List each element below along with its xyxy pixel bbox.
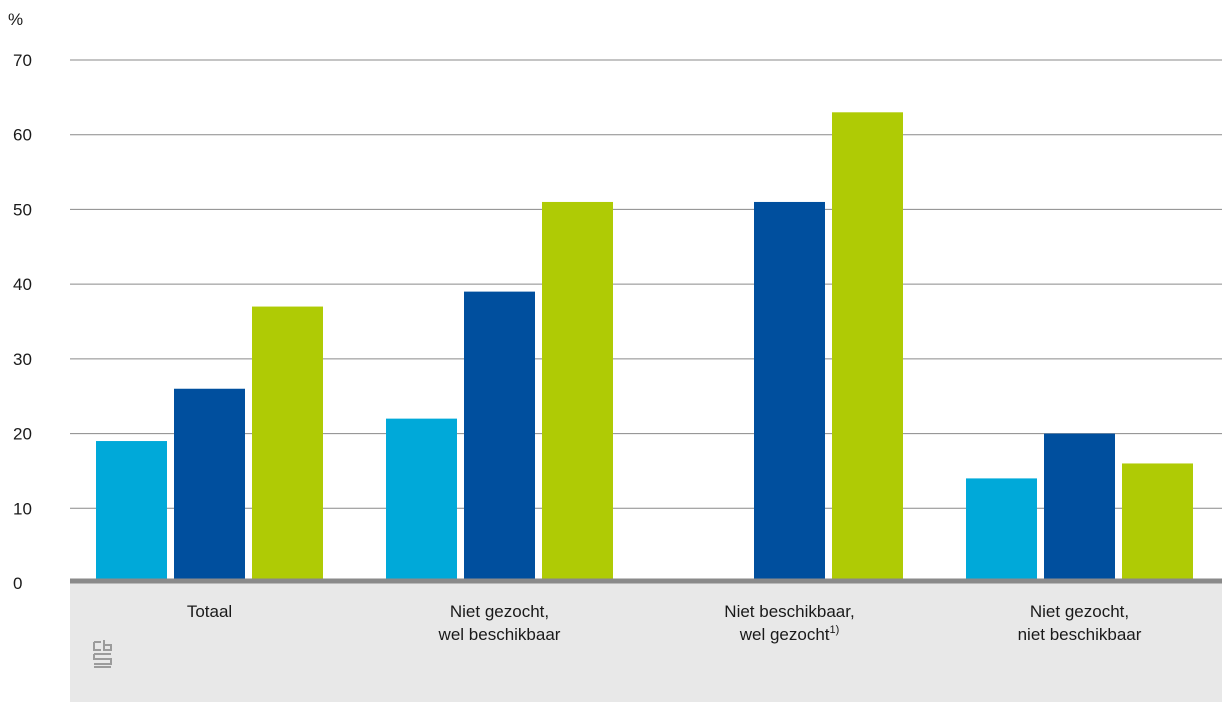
category-label-line: Niet gezocht, [1030,602,1129,621]
category-label: Totaal [187,602,232,621]
y-tick-label: 60 [13,126,32,145]
y-tick-label: 40 [13,275,32,294]
logo-mark [93,653,112,668]
cbs-logo-icon [93,640,112,668]
bar [174,388,245,583]
bar [464,291,535,583]
bar [252,306,323,583]
category-label: wel beschikbaar [438,625,561,644]
logo-mark [93,640,112,651]
category-label-line: niet beschikbaar [1018,625,1142,644]
bar [96,441,167,583]
category-label-line: Niet gezocht, [450,602,549,621]
category-label-line: Niet beschikbaar, [724,602,854,621]
footnote-marker: 1) [830,624,840,636]
category-label: Niet gezocht, [450,602,549,621]
bar [832,112,903,584]
bar [1122,463,1193,583]
category-label: Niet gezocht, [1030,602,1129,621]
category-label-line: Totaal [187,602,232,621]
category-label-band [70,583,1222,702]
y-tick-label: 10 [13,499,32,518]
category-label: wel gezocht1) [739,624,840,644]
bar [754,201,825,583]
category-labels: Totaal Niet gezocht, wel beschikbaar Niet b… [187,602,1142,644]
category-label-line: wel beschikbaar [438,625,561,644]
bar [542,201,613,583]
bar [1044,433,1115,583]
bar [386,418,457,583]
y-tick-label: 0 [13,574,22,593]
y-tick-label: 30 [13,350,32,369]
bar [966,478,1037,583]
y-tick-label: 70 [13,51,32,70]
y-axis-ticks: 0 10 20 30 40 50 60 70 [13,51,32,593]
category-label-line: wel gezocht [739,625,830,644]
y-tick-label: 20 [13,425,32,444]
bar-series [96,112,1193,584]
y-tick-label: 50 [13,200,32,219]
category-label: Niet beschikbaar, [724,602,854,621]
category-label: niet beschikbaar [1018,625,1142,644]
y-axis-label: % [8,10,23,29]
